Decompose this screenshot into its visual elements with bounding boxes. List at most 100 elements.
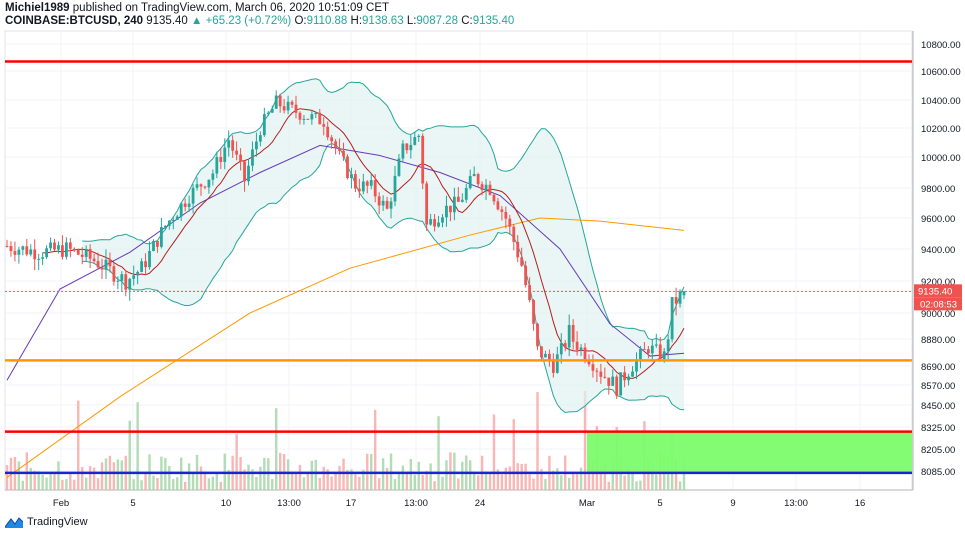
candle-body [187,203,191,207]
candle-body [278,95,282,107]
volume-bar [275,408,278,490]
volume-bar [528,474,531,490]
volume-bar [21,480,25,490]
volume-bar [25,452,28,490]
price-tick-label: 9800.00 [921,184,955,195]
volume-bar [397,473,401,490]
time-tick-label: 10 [221,498,232,509]
candle-body [377,196,381,206]
volume-bar [152,475,155,490]
volume-bar [540,469,543,490]
candle-body [183,203,187,207]
candle-body [132,275,136,279]
candle-body [559,343,563,355]
candle-body [334,141,338,149]
candle-body [175,216,179,221]
candle-body [504,211,508,219]
bollinger-lower [82,142,685,414]
candle-body [417,135,421,138]
volume-bar [65,479,68,490]
tradingview-icon [5,517,23,528]
ma-mid [6,144,685,381]
price-tick-label: 8570.00 [921,381,955,392]
candle-body [643,349,646,351]
candle-body [452,196,456,213]
candle-body [88,248,92,259]
volume-bar [635,481,638,490]
candle-body [306,118,310,120]
candle-body [365,181,369,186]
candle-body [603,376,607,378]
symbol-label: COINBASE:BTCUSD, 240 [5,15,144,27]
candle-body [128,278,132,290]
price-tick-label: 8205.00 [921,445,955,456]
candle-body [674,297,678,304]
candle-body [654,344,658,346]
candle-body [144,261,147,268]
candle-body [575,341,579,350]
candle-body [425,183,429,225]
volume-bar [417,461,420,490]
volume-bar [235,434,238,490]
candle-body [266,112,270,115]
candle-body [342,150,345,157]
volume-bar [405,473,409,490]
volume-bar [255,476,258,490]
candle-body [524,265,528,286]
publish-line: Michiel1989 published on TradingView.com… [5,2,389,14]
candle-body [84,248,88,257]
tradingview-logo[interactable]: TradingView [5,516,88,528]
candle-body [239,154,242,162]
volume-bar [334,473,337,490]
candle-body [167,220,171,226]
volume-bar [492,414,496,490]
volume-bar [449,452,452,490]
price-tick-label: 10200.00 [921,124,961,135]
candle-body [484,184,488,191]
volume-bar [476,475,480,490]
candle-body [298,112,302,120]
volume-bar [413,474,416,490]
candle-body [92,258,96,262]
volume-bar [421,474,424,490]
candle-body [583,347,587,360]
time-tick-label: Mar [579,498,595,509]
price-tick-label: 8880.00 [921,335,955,346]
volume-bar [100,462,104,490]
open-label: O: [294,15,307,27]
volume-bar [536,392,539,490]
open-value: 9110.88 [306,15,348,27]
candle-body [72,248,76,250]
candle-body [476,174,480,185]
price-tick-label: 10600.00 [921,67,961,78]
volume-bar [183,481,187,490]
candle-body [64,242,68,257]
volume-bar [88,466,92,490]
candle-body [76,249,80,255]
candle-body [682,291,686,296]
volume-bar [243,469,246,490]
volume-bar [318,477,321,490]
volume-bar [401,465,405,490]
high-label: H: [350,15,363,27]
volume-bar [247,464,250,490]
volume-bar [286,459,290,490]
volume-bar [469,460,472,490]
candle-body [140,261,144,272]
volume-bar [496,469,500,490]
volume-bar [457,478,460,490]
volume-bar [271,479,274,490]
candle-body [231,140,235,151]
candle-body [678,291,682,304]
candle-body [599,371,603,377]
volume-bar [120,460,124,490]
candle-body [437,222,440,227]
candle-body [361,181,365,192]
author-name[interactable]: Michiel1989 [5,2,70,14]
volume-bar [45,477,48,490]
volume-bar [128,420,131,490]
candle-body [191,187,195,204]
candle-body [528,285,531,301]
price-tick-label: 10400.00 [921,96,961,107]
